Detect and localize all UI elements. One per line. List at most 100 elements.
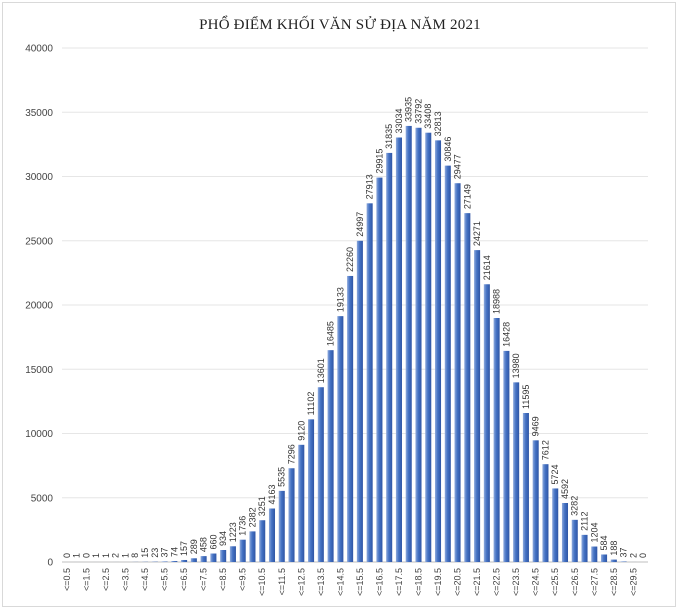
x-tick-label: <=28.5: [609, 568, 619, 596]
y-tick-label: 30000: [25, 172, 53, 183]
bar: [542, 464, 549, 562]
bar: [327, 350, 334, 562]
data-label: 7296: [287, 444, 297, 464]
bar: [395, 137, 402, 562]
data-label: 33034: [394, 108, 404, 133]
bar: [581, 534, 588, 562]
bar: [278, 490, 285, 562]
bar: [220, 549, 227, 562]
y-axis-ticks: 0 5000 10000 15000 20000 25000 30000 35000 40000: [25, 44, 53, 569]
bar: [181, 559, 188, 562]
bar: [229, 546, 236, 562]
y-tick-label: 25000: [25, 236, 53, 247]
bar: [503, 350, 510, 562]
bar: [591, 546, 598, 562]
bar: [522, 413, 529, 562]
bar: [552, 488, 559, 562]
bar: [483, 284, 490, 562]
x-tick-label: <=29.5: [628, 568, 638, 596]
x-tick-label: <=14.5: [335, 568, 345, 596]
data-label: 2382: [247, 507, 257, 527]
data-label: 1223: [228, 522, 238, 542]
data-label: 74: [169, 547, 179, 557]
data-label: 1: [72, 553, 82, 558]
bar: [444, 165, 451, 562]
data-label: 188: [609, 541, 619, 556]
x-tick-label: <=6.5: [179, 568, 189, 591]
x-tick-label: <=22.5: [492, 568, 502, 596]
bar: [337, 316, 344, 562]
bar: [200, 556, 207, 562]
bar: [317, 387, 324, 562]
data-label: 4163: [267, 484, 277, 504]
data-label: 5724: [550, 464, 560, 484]
data-label: 27149: [462, 184, 472, 209]
bar: [308, 419, 315, 562]
data-label: 29477: [453, 154, 463, 179]
data-label: 3282: [570, 496, 580, 516]
data-label: 16428: [501, 322, 511, 347]
data-label: 37: [160, 548, 170, 558]
data-label: 2: [111, 553, 121, 558]
y-tick-label: 15000: [25, 365, 53, 376]
data-label: 32813: [433, 111, 443, 136]
x-tick-label: <=27.5: [589, 568, 599, 596]
x-tick-label: <=8.5: [218, 568, 228, 591]
y-tick-label: 20000: [25, 301, 53, 312]
bar: [474, 250, 481, 562]
bar: [190, 558, 197, 562]
bar: [210, 553, 217, 562]
data-label: 5535: [277, 467, 287, 487]
data-label: 9120: [296, 421, 306, 441]
bar: [366, 203, 373, 563]
data-label: 22260: [345, 247, 355, 272]
y-tick-label: 35000: [25, 108, 53, 119]
bar: [386, 152, 393, 562]
bar: [376, 177, 383, 562]
data-label: 2: [628, 553, 638, 558]
x-tick-label: <=19.5: [433, 568, 443, 596]
x-tick-label: <=7.5: [199, 568, 209, 591]
x-tick-label: <=24.5: [531, 568, 541, 596]
bar: [268, 508, 276, 562]
bar: [415, 127, 422, 562]
data-labels: 0 1 0 1 1 2 1 8 15 23 37 74 157 289 458 660 934 1223 1736 2…: [62, 97, 648, 558]
x-tick-label: <=16.5: [374, 568, 384, 596]
data-label: 11102: [306, 392, 316, 416]
data-label: 1: [120, 553, 130, 558]
data-label: 13601: [316, 358, 326, 383]
bar: [249, 531, 256, 562]
bar: [288, 468, 295, 562]
data-label: 29915: [374, 149, 384, 174]
x-axis-ticks: <=0.5 <=1.5 <=2.5 <=3.5 <=4.5 <=5.5 <=6.5 <=7.5…: [62, 568, 638, 596]
x-tick-label: <=21.5: [472, 568, 482, 596]
data-label: 18988: [492, 289, 502, 314]
bar: [356, 240, 363, 562]
x-tick-label: <=18.5: [413, 568, 423, 596]
data-label: 21614: [482, 255, 492, 280]
x-tick-label: <=25.5: [550, 568, 560, 596]
x-tick-label: <=23.5: [511, 568, 521, 596]
data-label: 1736: [238, 516, 248, 536]
data-label: 2112: [580, 512, 590, 531]
data-label: 33935: [404, 97, 414, 122]
data-label: 24997: [355, 212, 365, 237]
x-tick-label: <=0.5: [62, 568, 72, 591]
x-tick-label: <=5.5: [160, 568, 170, 591]
data-label: 7612: [540, 440, 550, 460]
data-label: 13980: [511, 353, 521, 378]
x-tick-label: <=12.5: [296, 568, 306, 596]
x-tick-label: <=3.5: [120, 568, 130, 591]
bar: [298, 444, 305, 562]
bar: [434, 140, 442, 562]
x-tick-label: <=13.5: [316, 568, 326, 596]
bars: [73, 125, 637, 563]
data-label: 458: [199, 537, 209, 552]
x-tick-label: <=15.5: [355, 568, 365, 596]
y-tick-label: 40000: [25, 44, 53, 55]
x-tick-label: <=11.5: [277, 568, 287, 595]
data-label: 8: [130, 553, 140, 558]
x-tick-label: <=10.5: [257, 568, 267, 596]
bar: [454, 183, 461, 562]
x-tick-label: <=20.5: [453, 568, 463, 596]
